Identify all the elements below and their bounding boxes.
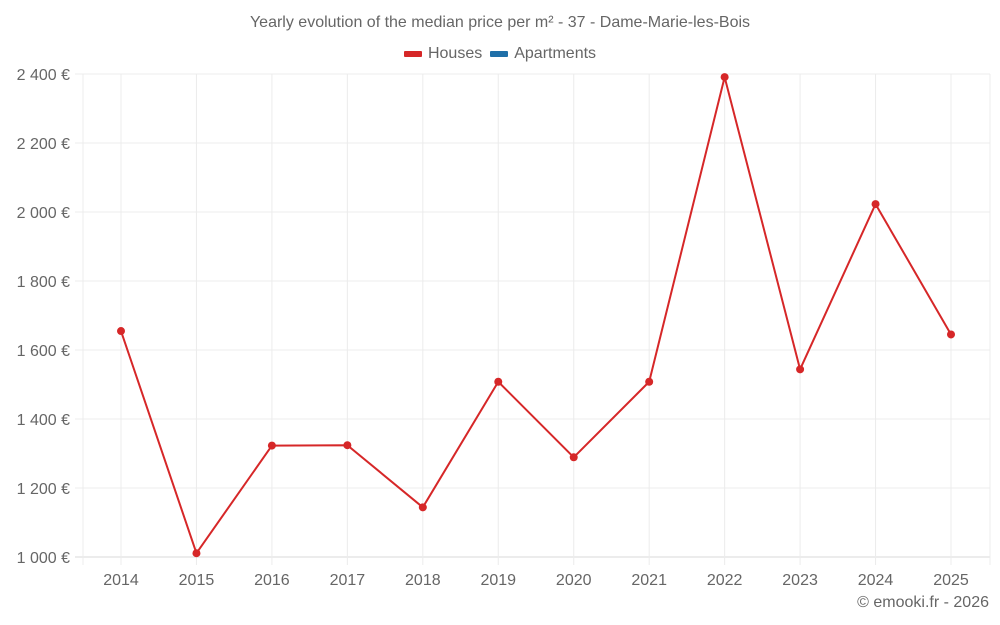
legend-item-apartments[interactable]: Apartments xyxy=(490,45,596,63)
x-axis: 2014 2015 2016 2017 2018 2019 2020 2021 2022 2023… xyxy=(103,572,969,589)
x-tick-label: 2022 xyxy=(707,572,743,589)
data-point[interactable] xyxy=(267,441,276,450)
y-tick-label: 1 800 € xyxy=(17,274,70,291)
y-tick-label: 1 600 € xyxy=(17,343,70,360)
legend-label-houses: Houses xyxy=(427,45,483,62)
x-tick-label: 2021 xyxy=(631,572,667,589)
data-point[interactable] xyxy=(645,377,654,386)
y-tick-label: 2 200 € xyxy=(17,136,70,153)
x-tick-label: 2018 xyxy=(405,572,441,589)
x-tick-label: 2025 xyxy=(933,572,969,589)
legend: Houses Apartments xyxy=(0,45,1000,63)
series-houses xyxy=(117,73,955,558)
data-point[interactable] xyxy=(569,453,578,462)
data-point[interactable] xyxy=(720,73,729,82)
houses-swatch-icon xyxy=(403,51,422,57)
data-point[interactable] xyxy=(494,377,503,386)
credit: © emooki.fr - 2026 xyxy=(857,594,989,611)
x-tick-label: 2016 xyxy=(254,572,290,589)
data-point[interactable] xyxy=(192,549,201,558)
data-point[interactable] xyxy=(418,503,427,512)
series-line xyxy=(120,76,952,555)
grid xyxy=(75,73,991,565)
x-tick-label: 2024 xyxy=(858,572,894,589)
data-point[interactable] xyxy=(796,365,805,374)
x-tick-label: 2020 xyxy=(556,572,592,589)
x-tick-label: 2017 xyxy=(330,572,366,589)
x-tick-label: 2019 xyxy=(480,572,516,589)
y-tick-label: 2 000 € xyxy=(17,205,70,222)
x-tick-label: 2015 xyxy=(179,572,215,589)
y-tick-label: 1 400 € xyxy=(17,412,70,429)
data-point[interactable] xyxy=(343,441,352,450)
apartments-swatch-icon xyxy=(490,51,509,57)
y-tick-label: 2 400 € xyxy=(17,67,70,84)
data-point[interactable] xyxy=(871,200,880,209)
legend-item-houses[interactable]: Houses xyxy=(403,45,483,63)
data-point[interactable] xyxy=(117,327,125,336)
chart-title: Yearly evolution of the median price per… xyxy=(249,14,751,31)
y-axis: 1 000 € 1 200 € 1 400 € 1 600 € 1 800 € 2 000… xyxy=(17,67,70,567)
x-tick-label: 2023 xyxy=(782,572,818,589)
data-point[interactable] xyxy=(947,330,955,339)
y-tick-label: 1 000 € xyxy=(17,550,70,567)
legend-label-apartments: Apartments xyxy=(514,45,597,62)
y-tick-label: 1 200 € xyxy=(17,481,70,498)
x-tick-label: 2014 xyxy=(103,572,139,589)
